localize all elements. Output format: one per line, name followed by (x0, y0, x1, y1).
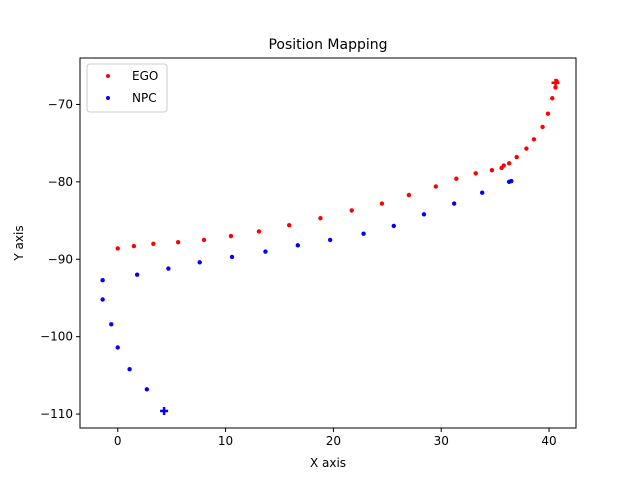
data-point-npc (361, 231, 366, 236)
data-point-npc (229, 254, 235, 260)
data-point-npc (197, 260, 202, 265)
x-tick-label: 0 (114, 434, 122, 448)
data-point-npc (109, 322, 114, 327)
x-tick-label: 30 (434, 434, 449, 448)
data-point-npc (391, 223, 396, 229)
data-point-npc (509, 178, 514, 184)
data-point-npc (100, 277, 105, 283)
data-point-npc (166, 266, 171, 271)
data-point-ego (550, 96, 555, 101)
data-point-ego (256, 229, 262, 234)
x-axis-label: X axis (310, 456, 346, 470)
data-point-ego (349, 208, 354, 213)
legend: EGO NPC (86, 63, 168, 113)
data-point-ego (506, 161, 512, 166)
data-point-ego (175, 240, 181, 245)
legend-marker-npc (106, 96, 110, 100)
data-point-ego (545, 111, 551, 116)
series-layer (100, 79, 559, 392)
chart-title: Position Mapping (268, 37, 387, 53)
legend-label-ego: EGO (132, 69, 158, 83)
data-point-npc (421, 212, 427, 217)
data-point-npc (100, 297, 105, 302)
data-point-ego (454, 176, 459, 181)
marker-layer (160, 78, 560, 415)
data-point-ego (406, 192, 412, 198)
y-axis-label: Y axis (12, 225, 26, 261)
data-point-npc (263, 249, 268, 254)
data-point-ego (531, 137, 537, 142)
x-axis-ticks: 0 10 20 30 40 (114, 428, 557, 448)
data-point-ego (489, 168, 495, 173)
data-point-npc (127, 366, 132, 372)
data-point-ego (201, 237, 207, 243)
data-point-npc (451, 201, 457, 206)
y-tick-label: −110 (40, 407, 73, 421)
plot-background (80, 58, 576, 428)
data-point-ego (524, 146, 529, 151)
data-point-ego (514, 154, 519, 160)
x-tick-label: 20 (326, 434, 341, 448)
data-point-npc (479, 190, 485, 195)
y-tick-label: −70 (48, 97, 73, 111)
data-point-ego (115, 246, 120, 251)
plot-area (80, 58, 576, 428)
x-tick-label: 10 (218, 434, 233, 448)
data-point-ego (379, 201, 385, 206)
data-point-ego (131, 243, 137, 249)
data-point-ego (151, 241, 156, 246)
data-point-ego (501, 163, 506, 168)
legend-label-npc: NPC (132, 91, 157, 105)
data-point-npc (295, 243, 301, 248)
data-point-ego (318, 216, 323, 221)
data-point-ego (286, 222, 292, 228)
data-point-npc (144, 387, 150, 392)
legend-marker-ego (106, 74, 110, 78)
data-point-ego (540, 124, 545, 130)
y-tick-label: −90 (48, 252, 73, 266)
data-point-npc (115, 345, 120, 350)
y-axis-ticks: −110 −100 −90 −80 −70 (40, 97, 80, 421)
x-tick-label: 40 (541, 434, 556, 448)
data-point-ego (473, 171, 478, 176)
data-point-ego (433, 184, 439, 189)
data-point-npc (327, 237, 333, 243)
y-tick-label: −100 (40, 330, 73, 344)
data-point-npc (134, 272, 140, 277)
plot-frame (79, 57, 577, 429)
y-tick-label: −80 (48, 175, 73, 189)
data-point-ego (228, 233, 234, 239)
